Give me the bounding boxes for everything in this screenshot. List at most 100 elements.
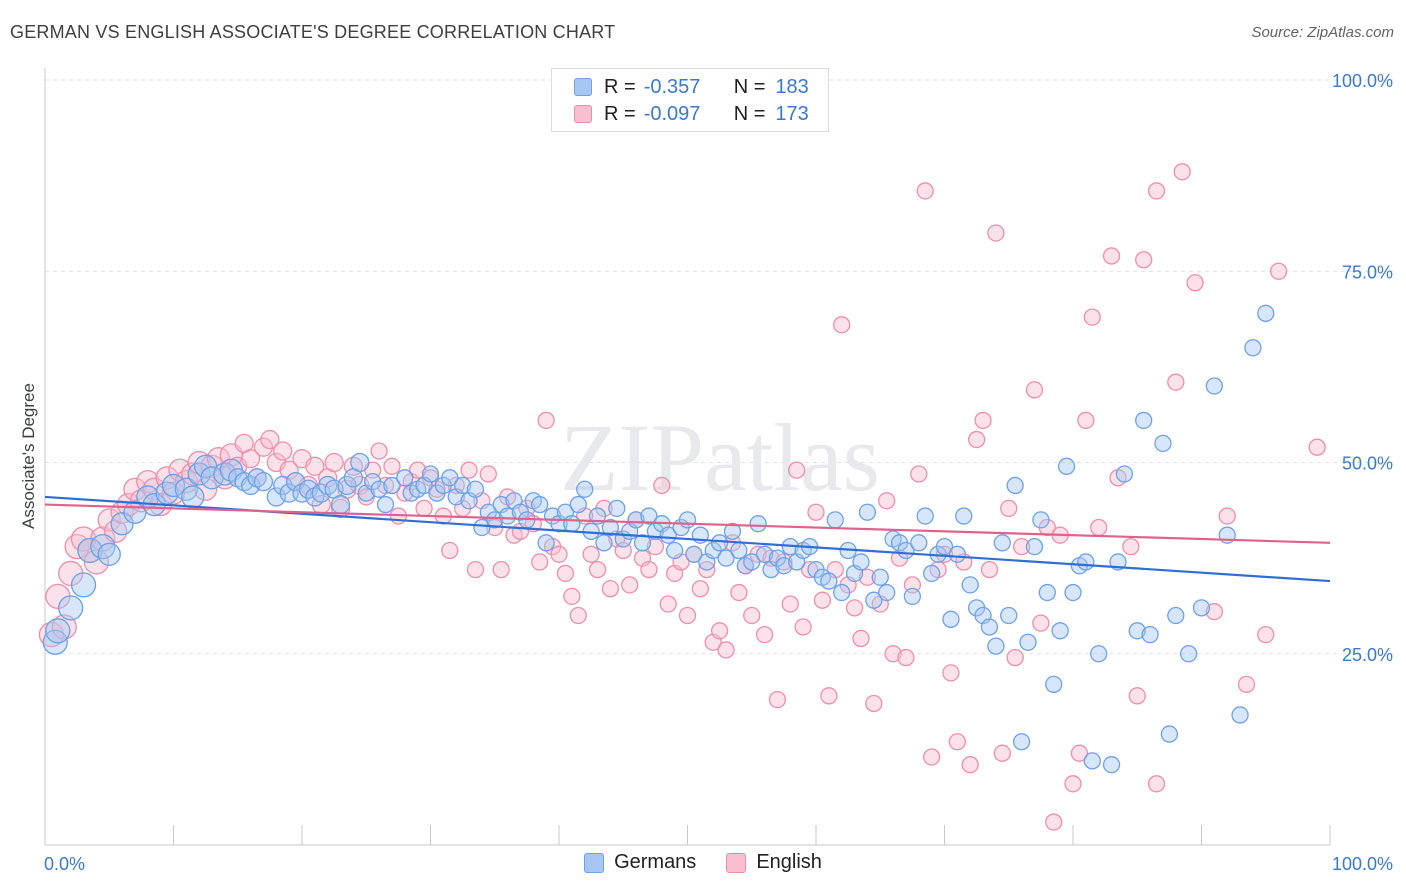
- english-point: [820, 687, 838, 705]
- english-point: [305, 456, 325, 476]
- german-point: [640, 507, 658, 525]
- english-point: [659, 595, 677, 613]
- english-point: [1077, 411, 1095, 430]
- german-point: [743, 553, 761, 571]
- english-point: [492, 560, 510, 579]
- english-point: [768, 691, 787, 709]
- german-point: [678, 511, 697, 529]
- english-point: [1000, 499, 1018, 518]
- german-point: [987, 637, 1005, 655]
- english-point: [1308, 438, 1326, 456]
- english-point: [466, 560, 485, 579]
- english-point: [884, 645, 902, 663]
- german-point: [833, 583, 851, 602]
- english-point: [569, 606, 587, 625]
- english-point: [1122, 538, 1140, 556]
- english-point: [370, 442, 388, 460]
- german-point: [337, 475, 357, 496]
- english-point: [1186, 274, 1204, 292]
- german-point: [826, 511, 844, 529]
- english-point: [640, 560, 658, 579]
- english-point: [646, 538, 665, 556]
- german-point: [161, 473, 186, 498]
- english-point: [1173, 163, 1191, 181]
- german-point: [1102, 756, 1121, 774]
- german-point: [820, 572, 838, 590]
- legend-item-english[interactable]: English: [726, 851, 822, 874]
- german-point: [723, 522, 742, 540]
- german-point: [1090, 645, 1108, 663]
- german-point: [1231, 706, 1249, 724]
- germans-legend-icon: [584, 852, 605, 873]
- r-value: -0.097: [643, 102, 701, 125]
- german-point: [1141, 625, 1159, 644]
- english-point: [961, 756, 979, 774]
- r-value: -0.357: [643, 75, 701, 98]
- german-point: [213, 462, 237, 486]
- german-point: [1025, 538, 1044, 556]
- english-point: [97, 508, 121, 532]
- german-point: [1128, 622, 1146, 640]
- german-point: [1038, 583, 1056, 602]
- english-point: [193, 477, 218, 501]
- n-label: N =: [733, 75, 766, 98]
- english-point: [1032, 614, 1050, 632]
- german-point: [90, 534, 116, 560]
- english-point: [70, 526, 97, 552]
- german-point: [910, 534, 928, 552]
- y-tick-label: 25.0%: [1342, 645, 1393, 665]
- german-point: [376, 495, 395, 514]
- english-trend-line: [44, 503, 1331, 544]
- english-point: [556, 564, 575, 583]
- german-point: [1192, 599, 1211, 617]
- english-point: [415, 499, 433, 518]
- german-point: [935, 538, 954, 556]
- series-legend: Germans English: [0, 851, 1406, 874]
- german-point: [1000, 606, 1018, 625]
- y-tick-label: 100.0%: [1332, 71, 1393, 91]
- german-point: [1064, 583, 1082, 602]
- german-point: [569, 495, 587, 514]
- german-point: [1032, 511, 1050, 529]
- legend-item-germans[interactable]: Germans: [584, 851, 696, 874]
- german-point: [330, 494, 351, 515]
- english-point: [1006, 648, 1024, 667]
- german-point: [595, 534, 613, 552]
- english-swatch-icon: [574, 105, 592, 123]
- english-point: [813, 591, 832, 609]
- english-point: [1257, 625, 1275, 644]
- english-point: [910, 465, 928, 483]
- german-point: [396, 469, 414, 487]
- english-point: [1083, 308, 1101, 326]
- english-point: [833, 316, 851, 334]
- german-point: [58, 595, 84, 621]
- german-point: [1077, 553, 1095, 571]
- german-point: [383, 476, 401, 495]
- english-point: [588, 560, 607, 579]
- german-point: [1012, 733, 1031, 751]
- german-point: [993, 534, 1011, 552]
- english-point: [878, 492, 896, 510]
- german-point: [710, 534, 729, 552]
- german-point: [852, 553, 870, 571]
- german-point: [473, 518, 491, 537]
- german-point: [181, 485, 205, 509]
- english-point: [83, 549, 110, 575]
- german-point: [916, 507, 934, 525]
- german-point: [627, 511, 645, 529]
- english-point: [408, 461, 427, 479]
- english-point: [1147, 182, 1166, 200]
- english-point: [865, 694, 883, 713]
- trend-lines: [44, 495, 1331, 583]
- german-point: [903, 587, 922, 606]
- german-point: [955, 507, 973, 525]
- german-point: [749, 515, 767, 533]
- german-point: [666, 541, 684, 560]
- german-point: [871, 568, 889, 586]
- english-point: [537, 411, 555, 430]
- english-point: [253, 437, 274, 457]
- german-point: [942, 610, 960, 628]
- n-label: N =: [733, 102, 766, 125]
- german-point: [878, 583, 896, 602]
